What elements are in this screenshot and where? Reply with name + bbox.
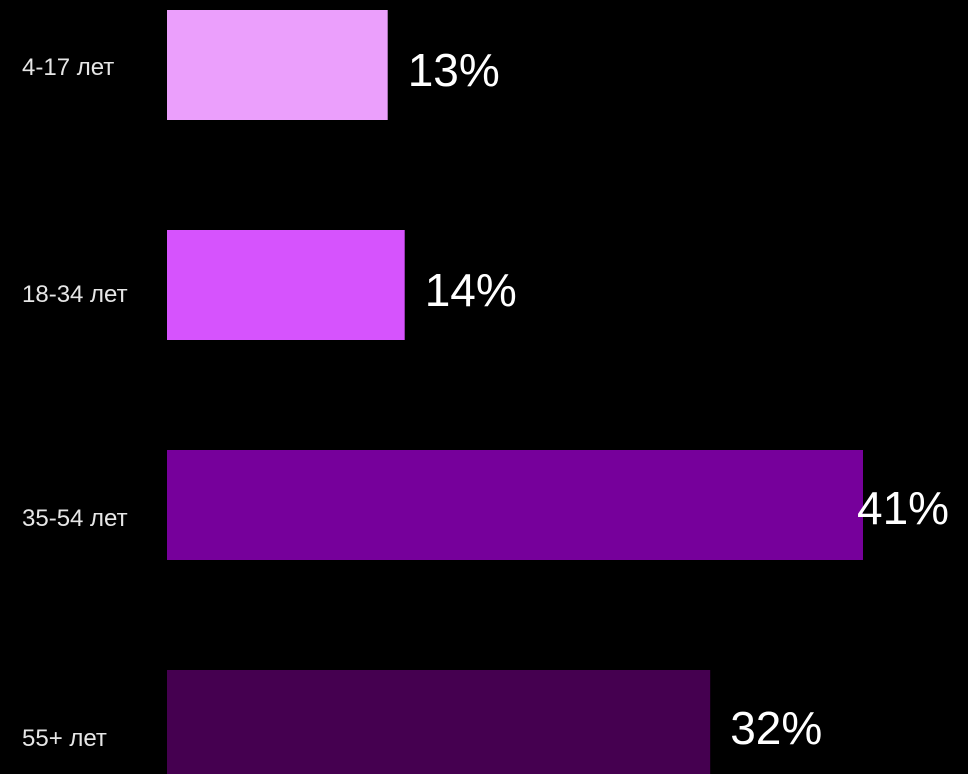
value-label-35-54: 41% [857,482,949,534]
bar-group-18-34: 18-34 лет 14% [22,230,517,340]
bar-group-35-54: 35-54 лет 41% [22,450,949,560]
value-label-4-17: 13% [408,44,500,96]
category-label-18-34: 18-34 лет [22,281,128,308]
bar-18-34 [167,230,405,340]
category-label-4-17: 4-17 лет [22,54,114,81]
bar-4-17 [167,10,388,120]
category-label-35-54: 35-54 лет [22,505,128,532]
bar-group-55plus: 55+ лет 32% [22,670,822,774]
bar-55plus [167,670,711,774]
value-label-55plus: 32% [730,702,822,754]
bar-35-54 [167,450,863,560]
bar-group-4-17: 4-17 лет 13% [22,10,500,120]
value-label-18-34: 14% [425,264,517,316]
category-label-55plus: 55+ лет [22,725,107,752]
